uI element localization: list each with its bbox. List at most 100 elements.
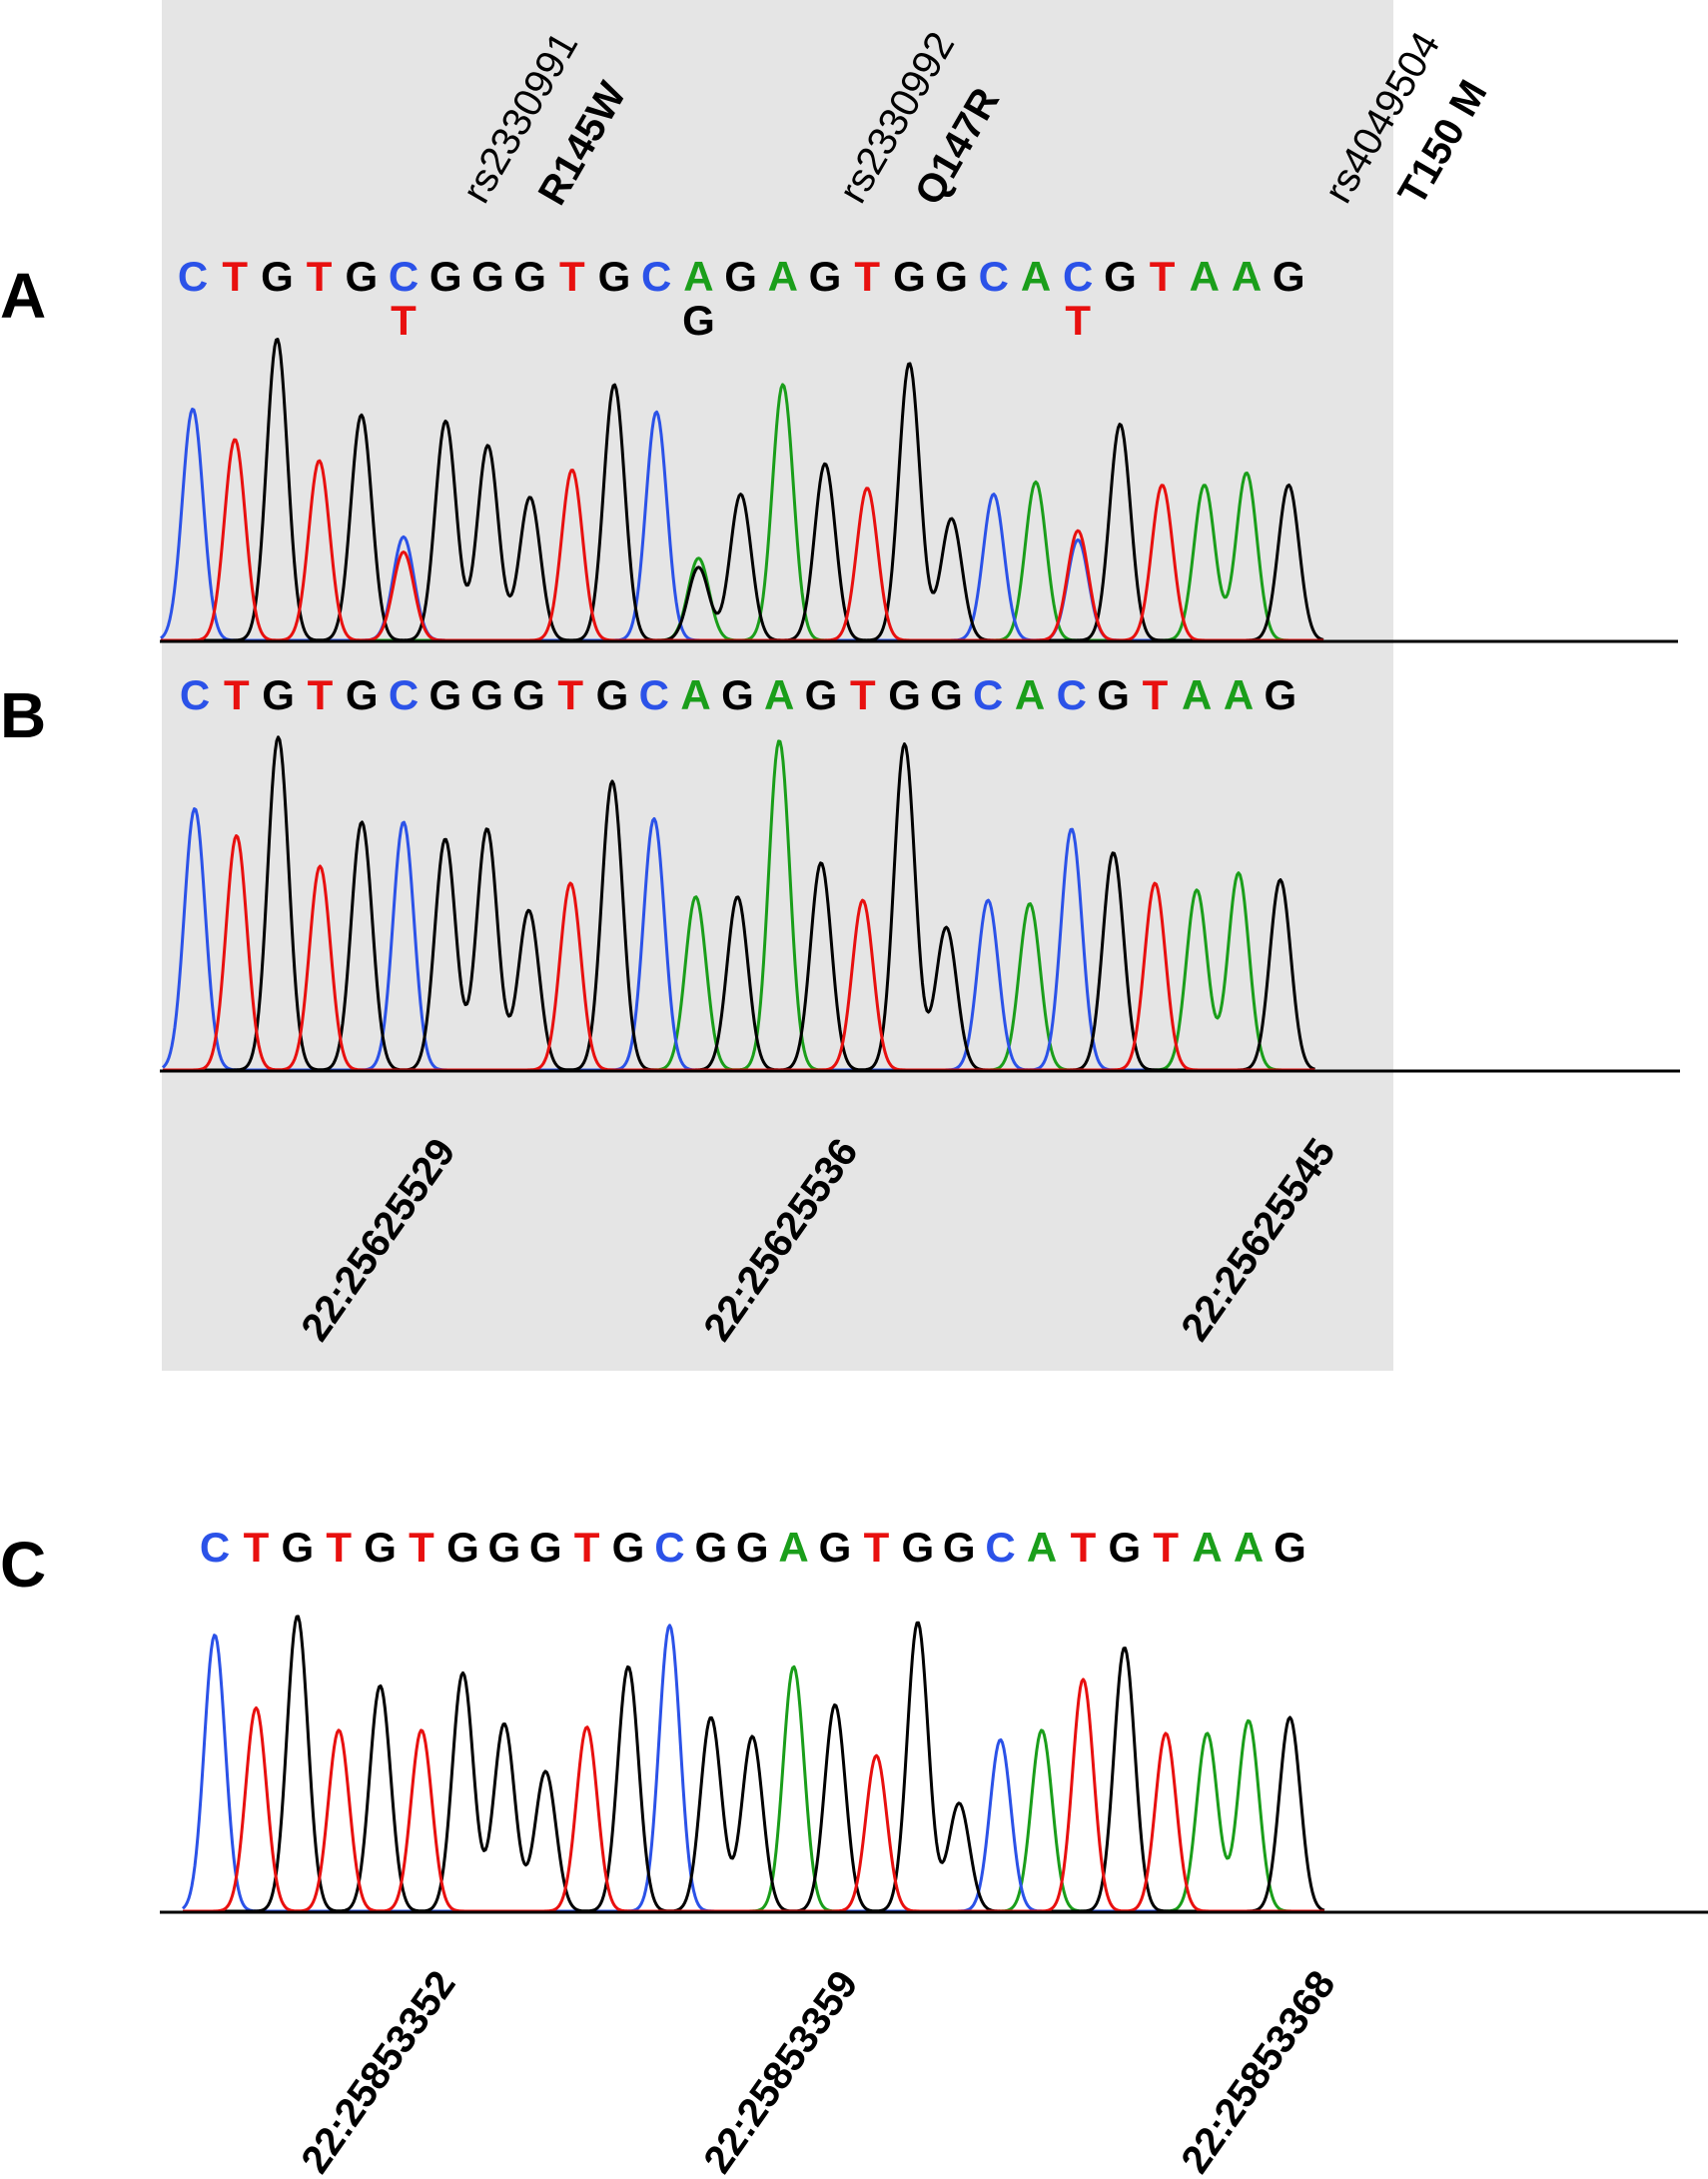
base-call: G (1273, 253, 1305, 300)
panel-label-a: A (0, 260, 46, 332)
trace-c (181, 1624, 1324, 1913)
base-call: A (768, 253, 798, 300)
base-call: T (1071, 1524, 1097, 1571)
base-call: G (596, 671, 629, 718)
base-call: T (1150, 253, 1176, 300)
base-call: C (979, 253, 1009, 300)
base-call: T (244, 1524, 270, 1571)
base-call: C (639, 671, 669, 718)
base-call: T (224, 671, 250, 718)
base-call: C (973, 671, 1003, 718)
base-call: C (985, 1524, 1015, 1571)
base-call: G (364, 1524, 397, 1571)
trace-t (183, 1677, 1324, 1913)
base-call: G (809, 253, 842, 300)
base-call: T (1153, 1524, 1179, 1571)
base-call: G (513, 253, 546, 300)
base-call: C (389, 253, 419, 300)
base-call: G (471, 253, 504, 300)
base-call: C (180, 671, 210, 718)
trace-g (163, 735, 1315, 1072)
base-call: C (1057, 671, 1087, 718)
base-call: G (529, 1524, 562, 1571)
position-label: 22:25853368 (1173, 1963, 1343, 2179)
base-call: T (307, 253, 333, 300)
base-call: C (389, 671, 419, 718)
base-call: G (598, 253, 631, 300)
base-call: G (1104, 253, 1137, 300)
base-call: G (694, 1524, 727, 1571)
base-call: C (178, 253, 208, 300)
base-call: A (680, 671, 710, 718)
positions-c: 22:25853352 22:25853359 22:25853368 (293, 1963, 1343, 2179)
panel-label-c: C (0, 1529, 46, 1601)
base-call: G (1097, 671, 1130, 718)
base-call: G (345, 253, 378, 300)
base-call: G (724, 253, 757, 300)
base-call: G (1264, 671, 1296, 718)
base-call: G (943, 1524, 976, 1571)
base-call: G (428, 671, 461, 718)
base-call: G (888, 671, 921, 718)
base-call: G (805, 671, 838, 718)
base-call: G (736, 1524, 769, 1571)
base-call: T (864, 1524, 890, 1571)
genomic-position: 22:25853352 (293, 1963, 463, 2179)
secondary-base-call: T (391, 297, 417, 344)
base-call: T (559, 253, 585, 300)
base-call: T (557, 671, 583, 718)
base-call: T (854, 253, 880, 300)
base-call: G (261, 253, 294, 300)
base-call: G (930, 671, 963, 718)
base-call: T (308, 671, 334, 718)
genomic-position: 22:25853359 (695, 1963, 866, 2179)
secondary-base-call: T (1065, 297, 1091, 344)
base-call: A (764, 671, 794, 718)
trace-a (183, 1664, 1324, 1913)
base-call: C (200, 1524, 230, 1571)
base-call: A (1015, 671, 1045, 718)
base-call: A (683, 253, 713, 300)
base-call: G (935, 253, 968, 300)
base-call: A (1021, 253, 1051, 300)
base-call: T (326, 1524, 352, 1571)
base-call: G (893, 253, 926, 300)
base-call: A (1027, 1524, 1057, 1571)
base-call: G (819, 1524, 852, 1571)
base-call: G (612, 1524, 645, 1571)
base-call: G (1274, 1524, 1306, 1571)
base-call: C (654, 1524, 684, 1571)
base-call: C (641, 253, 671, 300)
base-call: G (346, 671, 379, 718)
base-call: G (901, 1524, 934, 1571)
panel-label-b: B (0, 679, 46, 751)
base-call: A (1192, 1524, 1222, 1571)
position-label: 22:25853352 (293, 1963, 463, 2179)
base-call: C (1063, 253, 1093, 300)
base-call: T (574, 1524, 600, 1571)
genomic-position: 22:25853368 (1173, 1963, 1343, 2179)
base-call: G (281, 1524, 314, 1571)
secondary-base-call: G (682, 297, 715, 344)
base-call: G (429, 253, 462, 300)
base-call: G (512, 671, 545, 718)
base-call: G (262, 671, 295, 718)
trace-g (161, 338, 1324, 642)
base-call: G (446, 1524, 479, 1571)
base-call: A (1190, 253, 1220, 300)
base-call: A (1234, 1524, 1264, 1571)
base-call: T (850, 671, 876, 718)
base-call: A (778, 1524, 808, 1571)
highlight-region (162, 0, 1393, 1371)
base-call: G (470, 671, 503, 718)
trace-g (183, 1615, 1325, 1913)
base-call: A (1182, 671, 1212, 718)
base-call: A (1224, 671, 1254, 718)
